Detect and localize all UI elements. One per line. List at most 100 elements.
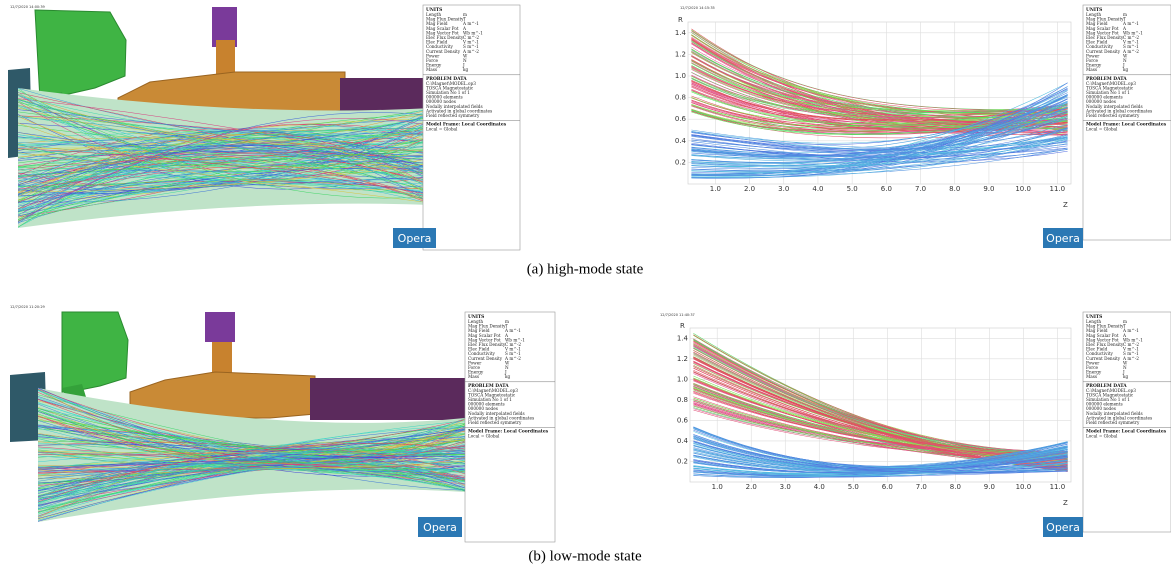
unit-value: T — [463, 17, 466, 22]
unit-name: Energy — [468, 370, 484, 375]
problem-line: Activated in global coordinates — [1085, 415, 1152, 420]
unit-value: A m^-1 — [504, 328, 521, 333]
y-tick-label: 0.2 — [677, 457, 688, 465]
trajectory — [691, 80, 1068, 133]
problem-line: 000000 elements — [468, 402, 505, 407]
trajectory — [693, 436, 1068, 469]
problem-line: TOSCA Magnetostatic — [426, 85, 474, 90]
trajectory — [17, 130, 433, 190]
info-panel — [1082, 311, 1171, 533]
trajectory — [17, 153, 433, 204]
unit-name: Mass — [1086, 67, 1097, 72]
info-panel — [1082, 4, 1171, 241]
unit-name: Mag Scalar Pot — [1086, 333, 1119, 338]
unit-value: J — [504, 370, 507, 375]
trajectory — [37, 445, 466, 519]
trajectory — [691, 106, 1068, 179]
x-tick-label: 2.0 — [744, 185, 755, 193]
problem-line: Simulation No 1 of 1 — [426, 90, 470, 95]
trajectory — [37, 399, 466, 468]
caption: (b) low-mode state — [528, 548, 642, 564]
unit-name: Mag Field — [1086, 328, 1108, 333]
problem-line: Nodally interpolated fields — [468, 411, 525, 416]
problem-line: Field reflected symmetry — [468, 420, 522, 425]
trajectory — [17, 161, 433, 207]
trajectory — [17, 159, 433, 200]
trajectory — [17, 132, 433, 169]
plot-timestamp: 12/7/2020 11:40:37 — [660, 313, 695, 317]
trajectory — [693, 437, 1068, 467]
x-tick-label: 6.0 — [881, 185, 892, 193]
unit-value: A m^-1 — [462, 21, 479, 26]
trajectory — [693, 470, 1068, 478]
problem-title: PROBLEM DATA — [1086, 384, 1127, 389]
problem-line: Activated in global coordinates — [467, 415, 534, 420]
trajectory — [37, 442, 466, 454]
unit-value: kg — [463, 67, 469, 72]
trajectory — [17, 179, 433, 212]
unit-value: N — [505, 365, 509, 370]
unit-name: Elec Field — [426, 40, 448, 45]
opera-button[interactable]: Opera — [393, 228, 436, 248]
trajectory — [691, 119, 1068, 175]
unit-value: A — [462, 26, 467, 31]
unit-value: W — [463, 53, 468, 58]
frame-line: Local = Global — [1086, 434, 1118, 439]
trajectory — [37, 469, 466, 492]
problem-line: Activated in global coordinates — [425, 108, 492, 113]
trajectory — [37, 390, 466, 471]
trajectory — [37, 428, 466, 470]
unit-value: W — [505, 360, 510, 365]
unit-name: Current Density — [1086, 49, 1121, 54]
trajectory — [17, 93, 433, 145]
unit-name: Elec Flux Density — [1086, 35, 1124, 40]
unit-name: Mag Field — [426, 21, 448, 26]
unit-name: Power — [426, 53, 439, 58]
trajectory — [693, 347, 1068, 453]
unit-value: A m^-2 — [1122, 356, 1139, 361]
opera-button[interactable]: Opera — [1043, 228, 1083, 248]
unit-value: W — [1123, 360, 1128, 365]
problem-line: 000000 nodes — [468, 406, 498, 411]
y-tick-label: 1.2 — [677, 355, 688, 363]
trajectory — [17, 91, 433, 180]
problem-line: Simulation No 1 of 1 — [1086, 90, 1130, 95]
button-bg — [393, 228, 436, 248]
y-tick-label: 0.4 — [677, 437, 689, 445]
x-tick-label: 8.0 — [949, 185, 960, 193]
green-magnet — [34, 9, 127, 101]
unit-name: Force — [1086, 58, 1099, 63]
unit-name: Power — [1086, 360, 1099, 365]
unit-value: C m^-2 — [463, 35, 479, 40]
unit-name: Elec Flux Density — [468, 342, 506, 347]
frame-title: Model Frame: Local Coordinates — [1086, 123, 1167, 128]
y-tick-label: 1.0 — [675, 72, 686, 80]
problem-line: Simulation No 1 of 1 — [468, 397, 512, 402]
frame-title: Model Frame: Local Coordinates — [468, 430, 549, 435]
trajectory — [691, 94, 1068, 144]
unit-value: Wb m^-1 — [1123, 337, 1143, 342]
trajectory — [17, 112, 433, 168]
trajectory — [17, 108, 433, 152]
trajectory — [691, 99, 1068, 130]
unit-value: J — [1122, 370, 1125, 375]
units-title: UNITS — [1086, 8, 1102, 13]
button-bg — [418, 517, 462, 537]
trajectory — [691, 105, 1068, 132]
problem-line: Field reflected symmetry — [1086, 113, 1140, 118]
unit-name: Length — [1086, 12, 1101, 17]
frame-title: Model Frame: Local Coordinates — [426, 123, 507, 128]
problem-line: C:\Magnet\MODEL.op3 — [1086, 81, 1136, 86]
y-tick-label: 0.6 — [675, 115, 687, 123]
x-tick-label: 11.0 — [1050, 483, 1066, 491]
trajectory — [17, 121, 433, 166]
trajectory — [693, 455, 1068, 473]
opera-button[interactable]: Opera — [1043, 517, 1083, 537]
unit-value: S m^-1 — [463, 44, 479, 49]
problem-title: PROBLEM DATA — [1086, 77, 1127, 82]
unit-name: Mag Field — [1086, 21, 1108, 26]
unit-value: A — [504, 333, 509, 338]
opera-button[interactable]: Opera — [418, 517, 462, 537]
x-tick-label: 4.0 — [814, 483, 825, 491]
